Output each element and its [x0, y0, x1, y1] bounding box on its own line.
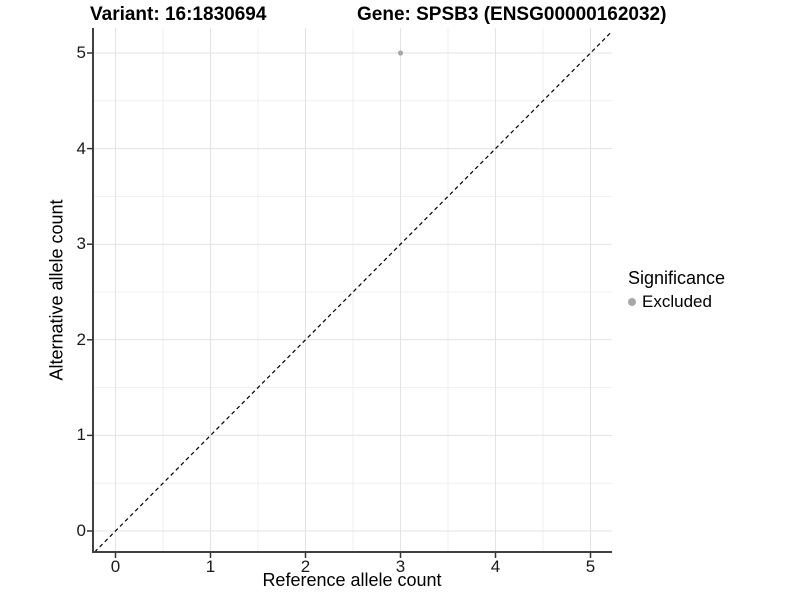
y-tick-label: 4: [76, 138, 86, 158]
variant-title: Variant: 16:1830694: [90, 4, 267, 25]
y-tick-label: 1: [76, 425, 86, 445]
x-tick-label: 3: [395, 557, 406, 576]
excluded-point-icon: [628, 298, 636, 306]
gene-title: Gene: SPSB3 (ENSG00000162032): [357, 4, 667, 25]
x-tick-label: 0: [110, 557, 121, 576]
legend-item-label: Excluded: [642, 292, 712, 311]
legend-title: Significance: [628, 268, 726, 288]
legend-item-excluded: Excluded: [628, 292, 725, 312]
y-tick-label: 3: [76, 234, 86, 254]
y-tick-label: 5: [76, 43, 86, 62]
x-tick-label: 1: [205, 557, 216, 576]
y-tick-label: 2: [76, 329, 86, 349]
data-point: [397, 50, 404, 56]
x-tick-label: 4: [490, 557, 501, 576]
legend: Significance Excluded: [628, 268, 725, 312]
x-tick-label: 5: [585, 557, 596, 576]
y-tick-label: 0: [76, 521, 86, 540]
x-axis-title: Reference allele count: [262, 570, 442, 590]
y-axis-title: Alternative allele count: [46, 199, 67, 381]
x-tick-label: 2: [300, 557, 311, 576]
